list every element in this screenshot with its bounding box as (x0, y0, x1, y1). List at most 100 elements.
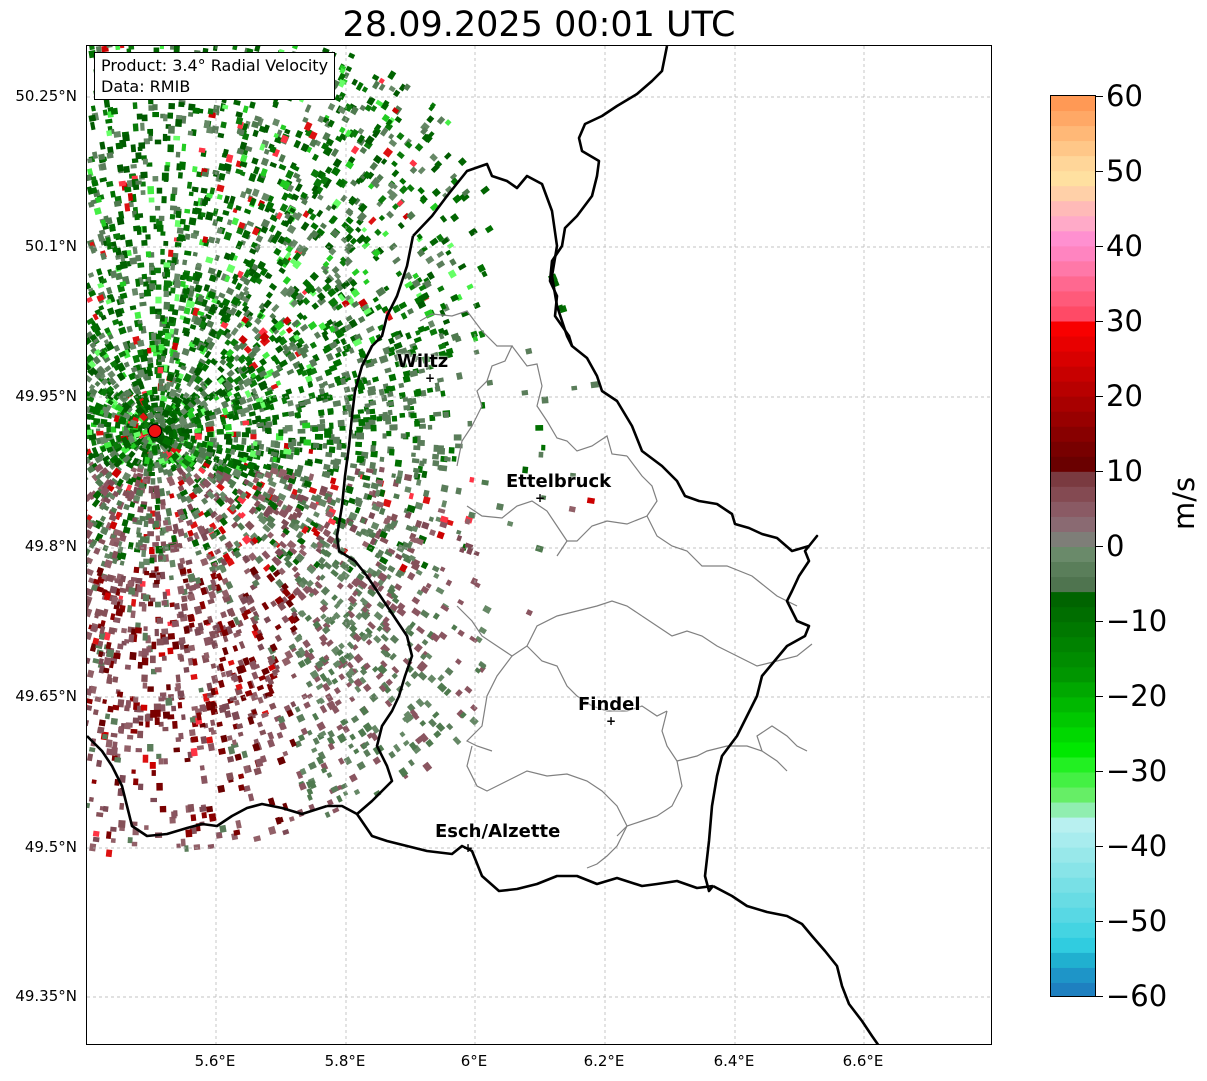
radar-echo-pixel (417, 186, 425, 195)
radar-echo-pixel (198, 358, 207, 366)
radar-site-marker (148, 424, 162, 438)
radar-echo-pixel (391, 304, 401, 314)
radar-echo-pixel (191, 207, 199, 215)
radar-echo-pixel (107, 459, 117, 468)
radar-echo-pixel (232, 46, 238, 51)
radar-echo-pixel (269, 161, 278, 168)
radar-echo-pixel (417, 325, 426, 333)
radar-echo-pixel (327, 382, 335, 389)
radar-echo-pixel (281, 192, 290, 201)
colorbar-band (1051, 381, 1095, 398)
radar-echo-pixel (135, 180, 142, 185)
radar-echo-pixel (151, 445, 158, 454)
radar-echo-pixel (375, 672, 384, 680)
radar-echo-pixel (155, 333, 162, 340)
colorbar-band (1051, 892, 1095, 909)
radar-echo-pixel (179, 643, 185, 650)
radar-echo-pixel (105, 286, 113, 295)
radar-echo-pixel (117, 643, 124, 650)
radar-echo-pixel (319, 418, 326, 425)
radar-echo-pixel (256, 684, 265, 691)
radar-echo-pixel (348, 156, 356, 164)
radar-echo-pixel (295, 129, 304, 139)
colorbar-band (1051, 141, 1095, 157)
radar-echo-pixel (287, 399, 294, 407)
radar-echo-pixel (212, 46, 218, 52)
radar-echo-pixel (148, 472, 155, 476)
radar-echo-pixel (357, 315, 366, 324)
radar-echo-pixel (135, 489, 144, 497)
colorbar-band (1051, 516, 1095, 533)
lon-label: 6.6°E (842, 1052, 884, 1070)
radar-echo-pixel (337, 757, 345, 765)
colorbar-tick-label: 10 (1106, 454, 1143, 488)
radar-echo-pixel (356, 432, 364, 439)
radar-echo-pixel (436, 377, 444, 383)
radar-echo-pixel (147, 686, 154, 692)
radar-echo-pixel (168, 431, 174, 438)
colorbar-tick-label: 20 (1106, 379, 1143, 413)
radar-echo-pixel (436, 682, 448, 693)
radar-echo-pixel (198, 147, 206, 153)
radar-echo-pixel (235, 111, 243, 118)
radar-echo-pixel (224, 339, 232, 346)
radar-echo-pixel (348, 497, 357, 505)
radar-echo-pixel (322, 260, 330, 268)
radar-echo-pixel (215, 831, 223, 839)
radar-echo-pixel (153, 485, 160, 494)
radar-echo-pixel (105, 831, 112, 840)
radar-echo-pixel (469, 635, 478, 644)
radar-echo-pixel (190, 814, 197, 822)
radar-echo-pixel (296, 770, 304, 780)
radar-echo-pixel (220, 348, 228, 357)
radar-echo-pixel (137, 730, 144, 739)
radar-echo-pixel (306, 458, 313, 466)
radar-echo-pixel (271, 303, 280, 313)
radar-echo-pixel (163, 290, 170, 298)
city-label-wiltz: Wiltz (397, 351, 449, 372)
radar-echo-pixel (302, 422, 311, 429)
radar-echo-pixel (346, 244, 356, 254)
radar-echo-pixel (369, 400, 377, 406)
radar-echo-pixel (136, 113, 143, 120)
radar-echo-pixel (381, 394, 388, 402)
radar-echo-pixel (222, 646, 229, 656)
radar-echo-pixel (130, 144, 137, 153)
city-marker-icon: + (462, 841, 474, 855)
radar-echo-pixel (365, 631, 373, 639)
radar-echo-pixel (234, 309, 243, 318)
radar-echo-pixel (387, 565, 396, 573)
radar-echo-pixel (369, 408, 376, 415)
radar-echo-pixel (241, 229, 251, 240)
radar-echo-pixel (171, 187, 178, 195)
radar-echo-pixel (473, 349, 480, 356)
radar-echo-pixel (241, 432, 249, 438)
radar-echo-pixel (411, 607, 422, 617)
radar-echo-pixel (268, 564, 277, 573)
radar-echo-pixel (346, 609, 356, 619)
radar-echo-pixel (318, 634, 328, 644)
radar-echo-pixel (325, 693, 334, 703)
radar-echo-pixel (206, 192, 214, 199)
radar-echo-pixel (141, 603, 147, 612)
radar-echo-pixel (159, 46, 165, 50)
radar-echo-pixel (177, 702, 183, 709)
colorbar-tick-mark (1096, 546, 1103, 547)
radar-map[interactable] (86, 45, 992, 1045)
radar-echo-pixel (445, 723, 454, 731)
radar-echo-pixel (319, 672, 328, 682)
radar-echo-pixel (110, 190, 116, 198)
radar-echo-pixel (294, 182, 303, 193)
radar-echo-pixel (267, 731, 275, 740)
radar-echo-pixel (131, 769, 136, 774)
colorbar-band (1051, 306, 1095, 323)
colorbar-unit-label: m/s (1167, 476, 1201, 530)
radar-echo-pixel (329, 422, 334, 429)
radar-echo-pixel (449, 258, 457, 267)
colorbar-tick-mark (1096, 321, 1103, 322)
colorbar-band (1051, 501, 1095, 518)
radar-echo-pixel (119, 281, 127, 288)
radar-echo-pixel (188, 622, 195, 628)
radar-echo-pixel (428, 718, 437, 728)
radar-echo-pixel (141, 114, 148, 122)
